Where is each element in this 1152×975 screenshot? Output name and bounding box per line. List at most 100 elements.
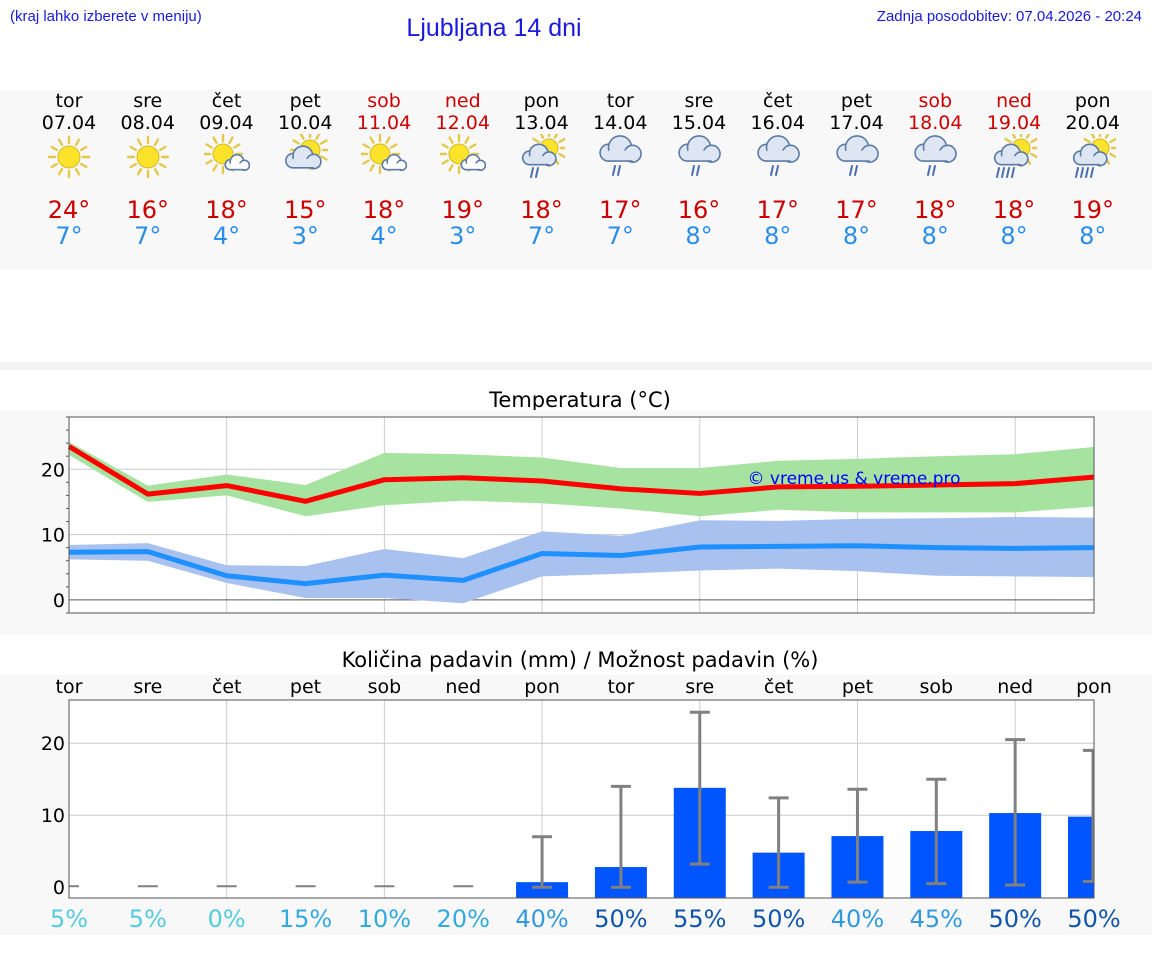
max-temperature: 16° [677,196,721,224]
day-date: 08.04 [120,112,175,134]
day-name: sob [918,90,953,112]
day-name: pon [1074,90,1111,112]
max-temperature: 19° [441,196,485,224]
category-label: pet [842,676,873,698]
y-tick-label: 20 [41,733,65,755]
category-label: pon [524,676,560,698]
min-temperature: 4° [212,222,241,250]
category-label: sre [133,676,162,698]
day-name: tor [55,90,83,112]
y-tick-label: 10 [41,805,65,827]
day-date: 18.04 [908,112,963,134]
temperature-chart: 0 10 20 © vreme.us & vreme.pro [41,416,1095,614]
sun-small-cloud-icon [203,134,250,175]
max-temperature: 18° [520,196,563,224]
max-temperature: 17° [598,196,642,224]
min-temperature: 7° [606,222,634,250]
divider [0,362,1152,370]
precip-probability: 50% [594,905,647,933]
day-date: 12.04 [435,112,490,134]
sun-cloud-heavy-rain-icon [993,134,1037,178]
last-updated: Zadnja posodobitev: 07.04.2026 - 20:24 [876,8,1142,25]
precip-probability: 5% [50,905,88,933]
precip-bar [516,882,569,898]
day-name: sob [367,90,401,112]
max-temperature: 16° [126,196,170,224]
min-temperature: 8° [842,222,871,250]
page-title: Ljubljana 14 dni [406,14,582,42]
min-temperature: 7° [134,222,162,250]
plot-frame [68,699,1095,899]
sun-icon [126,135,169,179]
min-temp-line [68,543,1095,587]
day-name: tor [606,90,634,112]
day-date: 19.04 [986,112,1042,134]
precip-probability: 20% [437,905,490,933]
min-temperature: 3° [449,222,477,250]
day-name: sre [684,90,714,112]
max-temperature: 18° [913,196,957,224]
y-tick-label: 0 [53,590,65,612]
min-temperature: 8° [1000,222,1028,250]
precip-probability: 0% [208,905,246,933]
cloud-rain-icon [914,135,958,176]
precip-probability: 45% [910,905,963,933]
y-tick-label: 20 [41,459,65,481]
precipitation-chart: tor sre čet pet sob ned pon tor sre čet pet sob ned p… [41,676,1121,933]
precipitation-panel: tor sre čet pet sob ned pon tor sre čet pet sob ned p… [0,675,1152,935]
precipitation-chart-title: Količina padavin (mm) / Možnost padavin … [341,648,819,672]
min-temperature: 7° [527,222,556,250]
max-temperature: 24° [47,196,91,224]
max-temperature: 18° [205,196,248,224]
plot-frame [68,416,1095,614]
day-name: sre [133,90,163,112]
category-label: tor [56,676,83,698]
y-tick-label: 0 [53,877,65,899]
max-temperature: 19° [1071,196,1115,224]
cloud-rain-icon [678,135,721,176]
precip-probability: 50% [752,905,805,933]
sun-icon [47,135,91,179]
day-name: pet [289,90,321,112]
precip-bar [1068,816,1094,898]
plot-area [69,417,1094,613]
min-temperature: 7° [55,222,83,250]
day-date: 09.04 [199,112,254,134]
sun-small-cloud-icon [439,134,486,175]
precip-probability: 50% [1067,905,1120,933]
location-hint: (kraj lahko izberete v meniju) [10,8,202,25]
category-label: sob [920,676,954,698]
category-label: čet [212,676,242,698]
day-date: 17.04 [829,112,884,134]
day-name: ned [444,90,481,112]
min-temperature: 8° [685,222,713,250]
y-tick-label: 10 [41,525,65,547]
day-name: čet [762,90,793,112]
category-label: sob [368,676,402,698]
precip-probability: 40% [831,905,884,933]
sun-cloud-rain-icon [521,134,565,178]
min-temperature: 8° [921,222,949,250]
day-date: 15.04 [671,112,727,134]
sun-behind-cloud-icon [285,134,329,171]
max-temperature: 15° [283,196,327,224]
category-label: sre [685,676,714,698]
day-date: 07.04 [41,112,97,134]
day-name: čet [211,90,242,112]
min-temperature: 8° [764,222,792,250]
max-temperature: 17° [756,196,800,224]
day-date: 13.04 [514,112,569,134]
precip-probability: 10% [358,905,411,933]
day-date: 16.04 [750,112,805,134]
category-label: ned [997,676,1033,698]
precip-probability: 55% [673,905,726,933]
max-temperature: 18° [992,196,1036,224]
category-label: pon [1076,676,1112,698]
category-label: ned [445,676,481,698]
sun-cloud-heavy-rain-icon [1072,134,1116,178]
day-name: pon [523,90,560,112]
precip-probability: 50% [988,905,1041,933]
category-label: pet [290,676,321,698]
category-label: tor [607,676,634,698]
